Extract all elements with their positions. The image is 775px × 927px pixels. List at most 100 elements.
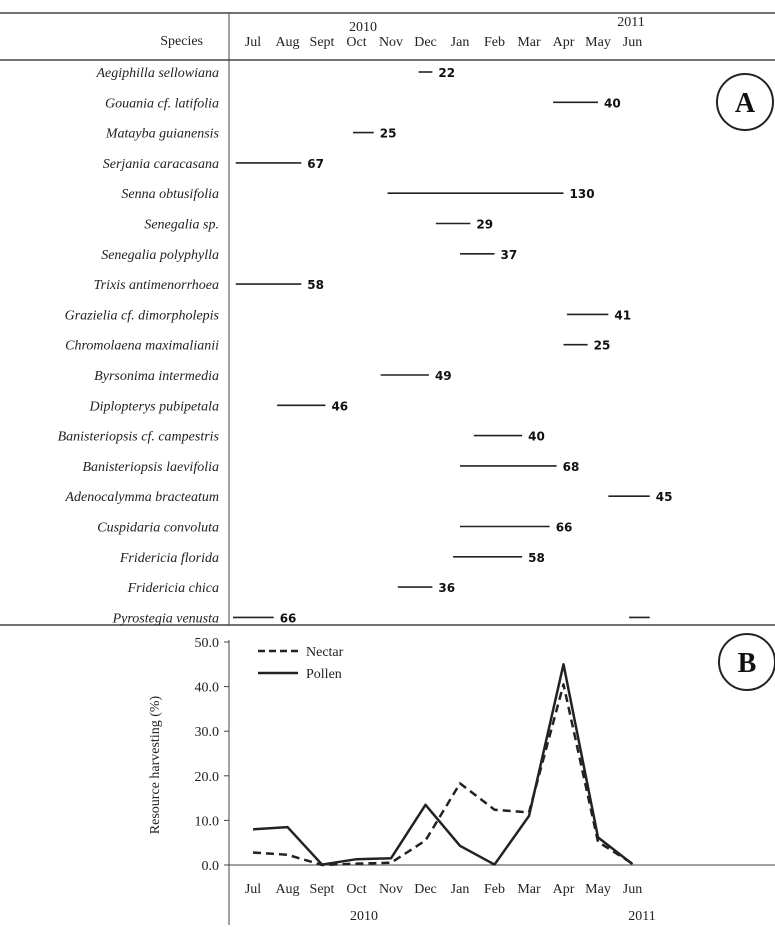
species-name: Banisteriopsis laevifolia [83, 460, 220, 475]
species-name: Cuspidaria convoluta [97, 521, 219, 536]
month-label-oct: Oct [346, 35, 366, 50]
species-row: Fridericia chica 36 [127, 581, 455, 596]
series-line-pollen [252, 663, 634, 866]
species-name: Aegiphilla sellowiana [96, 66, 220, 81]
y-tick-label: 40.0 [195, 681, 220, 696]
legend-pollen-label: Pollen [306, 667, 342, 682]
panel-b-badge: B [718, 633, 775, 691]
visit-count: 49 [435, 369, 452, 383]
visit-count: 25 [594, 339, 611, 353]
species-name: Serjania caracasana [103, 157, 219, 172]
visit-count: 29 [476, 218, 493, 232]
year-label-2011-bottom: 2011 [628, 909, 655, 924]
species-name: Senegalia sp. [144, 218, 219, 233]
x-tick-label: Sept [310, 882, 335, 897]
month-label-mar: Mar [517, 35, 541, 50]
visit-count: 46 [331, 399, 348, 413]
x-tick-label: Oct [346, 882, 366, 897]
panel-b-series [252, 663, 634, 867]
species-name: Diplopterys pubipetala [89, 399, 220, 414]
species-row: Senegalia sp. 29 [144, 218, 493, 233]
visit-count: 40 [604, 96, 621, 110]
legend: Nectar Pollen [258, 645, 344, 682]
month-label-feb: Feb [484, 35, 505, 50]
year-label-2010-top: 2010 [349, 20, 377, 35]
visit-count: 67 [307, 157, 324, 171]
visit-count: 40 [528, 430, 545, 444]
species-row: Pyrostegia venusta 66 [112, 611, 650, 626]
y-axis-label: Resource harvesting (%) [148, 695, 163, 834]
legend-nectar-label: Nectar [306, 645, 344, 660]
panel-b-letter: B [738, 648, 757, 679]
visit-count: 66 [556, 521, 573, 535]
month-label-dec: Dec [414, 35, 437, 50]
x-tick-label: Jul [245, 882, 261, 897]
visit-count: 36 [438, 581, 455, 595]
species-row: Senna obtusifolia 130 [121, 187, 594, 202]
y-tick-label: 20.0 [195, 770, 220, 785]
species-row: Gouania cf. latifolia 40 [105, 96, 621, 111]
species-row: Banisteriopsis laevifolia 68 [83, 460, 580, 475]
panel-a-letter: A [735, 88, 756, 119]
visit-count: 25 [380, 127, 397, 141]
species-row: Trixis antimenorrhoea 58 [94, 278, 324, 293]
y-tick-label: 10.0 [195, 814, 220, 829]
panel-a-badge: A [716, 73, 774, 131]
species-row: Grazielia cf. dimorpholepis 41 [65, 308, 631, 323]
species-name: Pyrostegia venusta [112, 611, 219, 626]
visit-count: 45 [656, 490, 673, 504]
visit-count: 22 [438, 66, 455, 80]
month-label-nov: Nov [379, 35, 403, 50]
panel-a-rows: Aegiphilla sellowiana 22 Gouania cf. latif… [58, 66, 673, 626]
species-name: Matayba guianensis [105, 127, 220, 142]
visit-count: 130 [570, 187, 595, 201]
series-line-nectar [252, 683, 634, 867]
x-tick-label: Nov [379, 882, 403, 897]
visit-count: 68 [563, 460, 580, 474]
x-tick-label: Dec [414, 882, 437, 897]
species-name: Grazielia cf. dimorpholepis [65, 308, 220, 323]
month-label-jan: Jan [451, 35, 470, 50]
species-name: Byrsonima intermedia [94, 369, 219, 384]
x-tick-label: Aug [275, 882, 299, 897]
x-tick-label: Jun [623, 882, 642, 897]
month-label-may: May [585, 35, 611, 50]
year-label-2010-bottom: 2010 [350, 909, 378, 924]
species-name: Fridericia chica [127, 581, 219, 596]
species-row: Serjania caracasana 67 [103, 157, 324, 172]
visit-count: 66 [280, 611, 297, 625]
visit-count: 41 [614, 308, 631, 322]
x-tick-label: Jan [451, 882, 470, 897]
species-name: Gouania cf. latifolia [105, 96, 219, 111]
panel-a-month-axis: Jul Aug Sept Oct Nov Dec Jan Feb Mar Apr May Jun [245, 35, 642, 50]
species-name: Banisteriopsis cf. campestris [58, 430, 220, 445]
y-tick-label: 0.0 [202, 859, 220, 874]
species-name: Trixis antimenorrhoea [94, 278, 219, 293]
x-tick-label: Apr [553, 882, 575, 897]
species-row: Chromolaena maximalianii 25 [65, 339, 610, 354]
y-tick-label: 50.0 [195, 636, 220, 651]
month-label-aug: Aug [275, 35, 299, 50]
y-tick-label: 30.0 [195, 725, 220, 740]
visit-count: 58 [307, 278, 324, 292]
species-name: Adenocalymma bracteatum [64, 490, 219, 505]
month-label-jun: Jun [623, 35, 642, 50]
year-label-2011-top: 2011 [617, 15, 644, 30]
species-row: Aegiphilla sellowiana 22 [96, 66, 456, 81]
panel-a-frame [0, 12, 775, 626]
species-header: Species [160, 34, 203, 49]
x-tick-label: Feb [484, 882, 505, 897]
species-row: Byrsonima intermedia 49 [94, 369, 451, 384]
species-row: Cuspidaria convoluta 66 [97, 521, 572, 536]
visit-count: 37 [501, 248, 518, 262]
species-row: Fridericia florida 58 [119, 551, 545, 566]
species-row: Adenocalymma bracteatum 45 [64, 490, 672, 505]
x-tick-label: May [585, 882, 611, 897]
species-name: Senna obtusifolia [121, 187, 219, 202]
species-name: Chromolaena maximalianii [65, 339, 219, 354]
species-row: Senegalia polyphylla 37 [101, 248, 517, 263]
species-row: Banisteriopsis cf. campestris 40 [58, 430, 545, 445]
month-label-apr: Apr [553, 35, 575, 50]
species-name: Fridericia florida [119, 551, 219, 566]
